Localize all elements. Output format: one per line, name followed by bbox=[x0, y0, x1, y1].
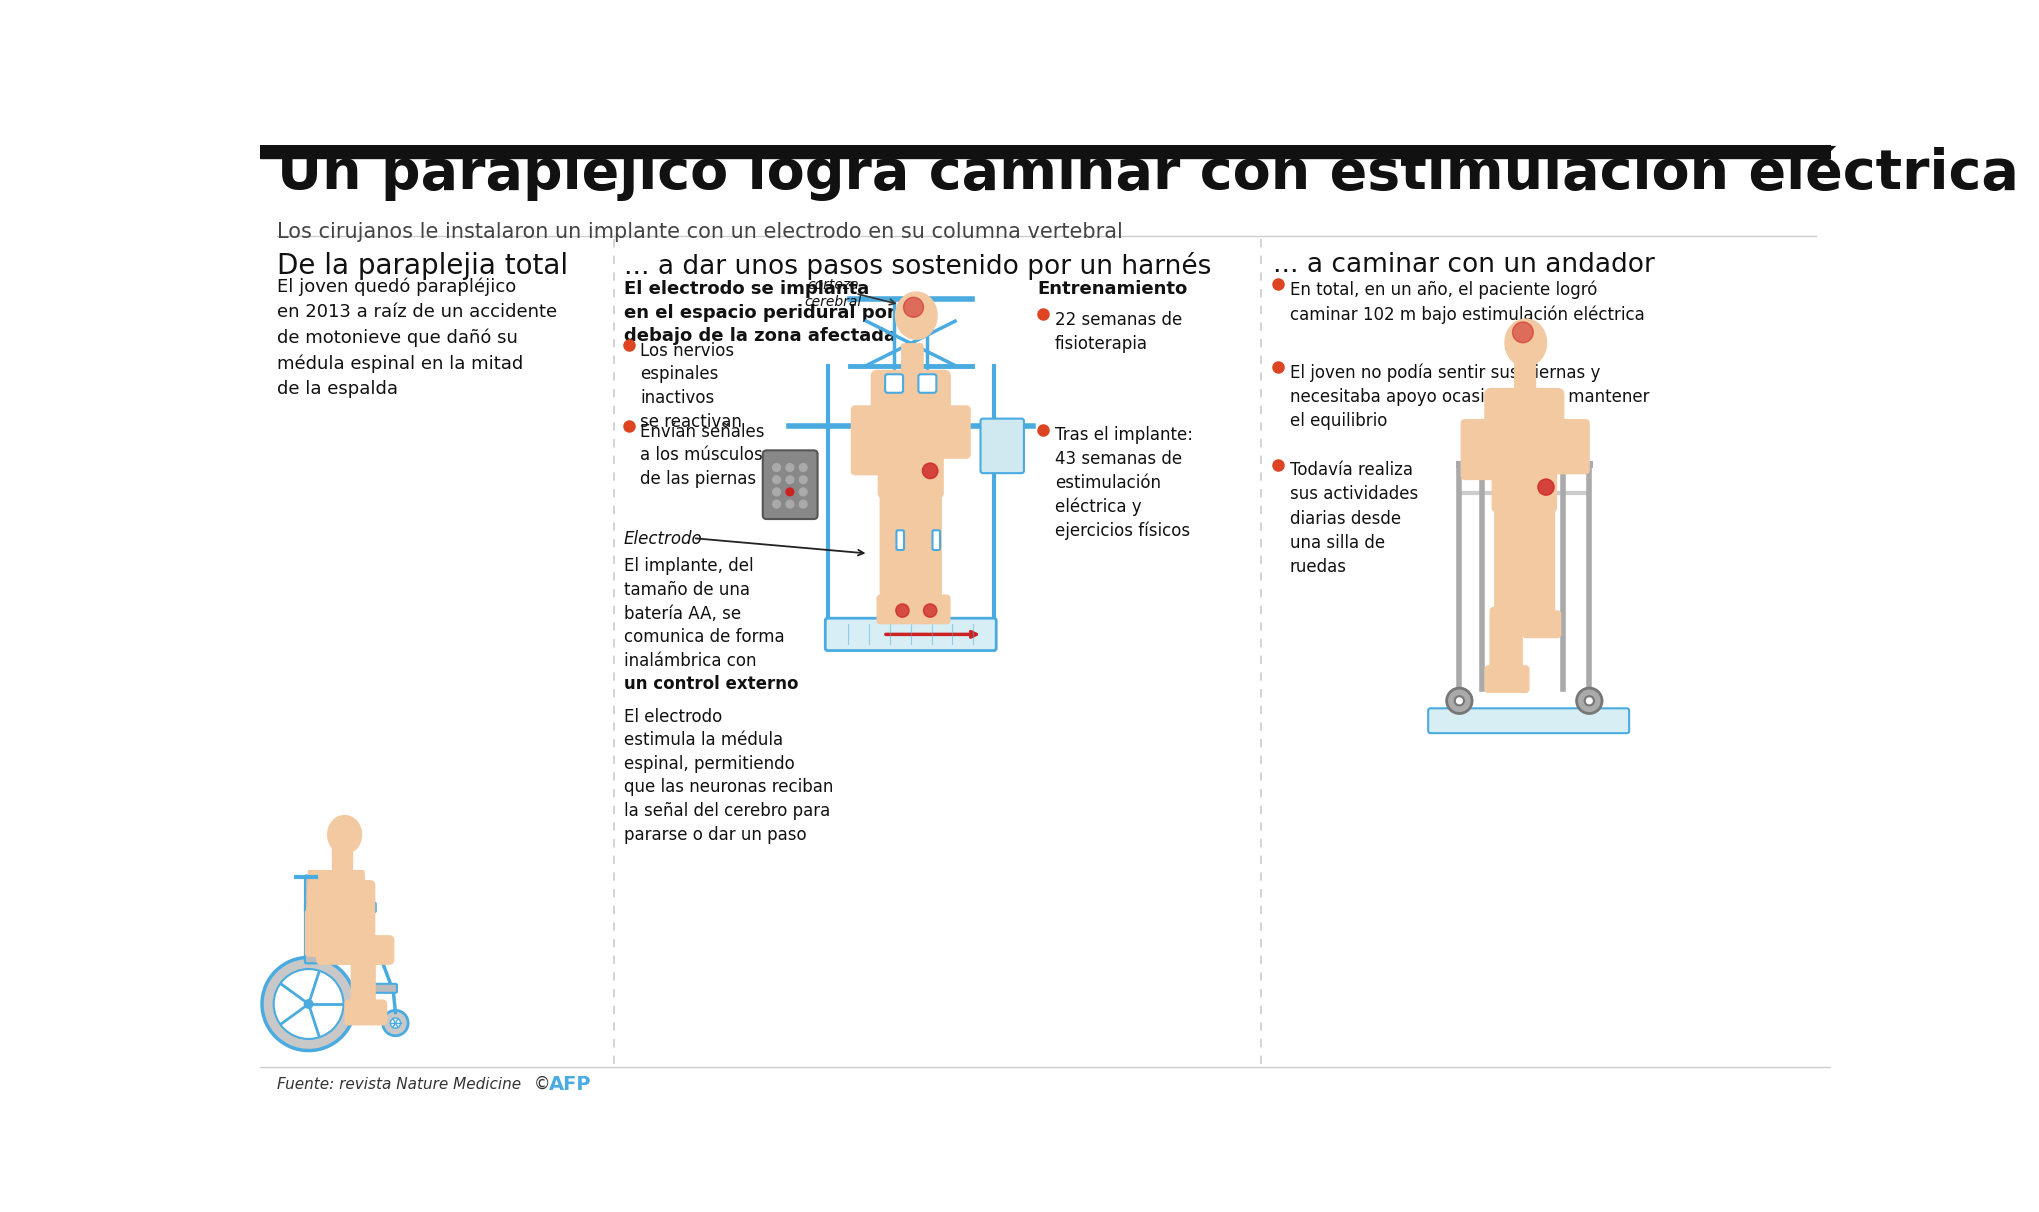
Circle shape bbox=[922, 463, 938, 479]
Text: 22 semanas de
fisioterapia: 22 semanas de fisioterapia bbox=[1054, 311, 1181, 353]
FancyBboxPatch shape bbox=[850, 406, 883, 475]
FancyBboxPatch shape bbox=[932, 531, 940, 550]
Text: El electrodo
estimula la médula
espinal, permitiendo
que las neuronas reciban
la: El electrodo estimula la médula espinal,… bbox=[624, 708, 832, 844]
FancyBboxPatch shape bbox=[1554, 419, 1588, 474]
FancyBboxPatch shape bbox=[763, 451, 818, 519]
Text: Los nervios
espinales
inactivos
se reactivan: Los nervios espinales inactivos se react… bbox=[640, 342, 742, 430]
Circle shape bbox=[383, 1011, 408, 1036]
Circle shape bbox=[1446, 688, 1472, 714]
FancyBboxPatch shape bbox=[885, 375, 903, 393]
Text: ... a caminar con un andador: ... a caminar con un andador bbox=[1272, 252, 1654, 278]
Polygon shape bbox=[306, 870, 367, 915]
FancyBboxPatch shape bbox=[1484, 389, 1564, 473]
FancyBboxPatch shape bbox=[304, 903, 375, 913]
Ellipse shape bbox=[1505, 319, 1546, 366]
FancyBboxPatch shape bbox=[918, 375, 936, 393]
Circle shape bbox=[389, 1018, 400, 1028]
Circle shape bbox=[799, 488, 807, 496]
Circle shape bbox=[895, 604, 909, 617]
Circle shape bbox=[799, 501, 807, 508]
FancyBboxPatch shape bbox=[1521, 611, 1560, 638]
Circle shape bbox=[799, 464, 807, 471]
Text: AFP: AFP bbox=[548, 1075, 591, 1093]
FancyBboxPatch shape bbox=[1493, 462, 1556, 511]
Circle shape bbox=[1454, 696, 1464, 705]
Text: ©: © bbox=[532, 1075, 551, 1093]
Text: Fuente: revista Nature Medicine: Fuente: revista Nature Medicine bbox=[277, 1077, 520, 1092]
FancyBboxPatch shape bbox=[316, 936, 394, 964]
FancyBboxPatch shape bbox=[332, 833, 353, 870]
FancyBboxPatch shape bbox=[895, 531, 903, 550]
FancyBboxPatch shape bbox=[909, 595, 950, 624]
Text: Tras el implante:
43 semanas de
estimulación
eléctrica y
ejercicios físicos: Tras el implante: 43 semanas de estimula… bbox=[1054, 427, 1193, 541]
Text: Todavía realiza
sus actividades
diarias desde
una silla de
ruedas: Todavía realiza sus actividades diarias … bbox=[1289, 461, 1417, 577]
FancyBboxPatch shape bbox=[871, 371, 950, 454]
FancyBboxPatch shape bbox=[1495, 503, 1525, 624]
Circle shape bbox=[785, 476, 793, 484]
Circle shape bbox=[785, 501, 793, 508]
FancyBboxPatch shape bbox=[826, 618, 995, 651]
Bar bbox=[259, 145, 1831, 158]
Circle shape bbox=[773, 501, 781, 508]
Text: Envían señales
a los músculos
de las piernas: Envían señales a los músculos de las pie… bbox=[640, 423, 765, 488]
Circle shape bbox=[1511, 322, 1533, 343]
FancyBboxPatch shape bbox=[1488, 607, 1521, 673]
FancyBboxPatch shape bbox=[345, 1000, 385, 1025]
FancyBboxPatch shape bbox=[938, 406, 971, 458]
Text: Los cirujanos le instalaron un implante con un electrodo en su columna vertebral: Los cirujanos le instalaron un implante … bbox=[277, 223, 1121, 242]
FancyBboxPatch shape bbox=[1523, 503, 1554, 616]
FancyBboxPatch shape bbox=[981, 418, 1024, 473]
FancyBboxPatch shape bbox=[877, 595, 913, 624]
FancyBboxPatch shape bbox=[1427, 708, 1629, 733]
Text: El implante, del
tamaño de una
batería AA, se
comunica de forma
inalámbrica con: El implante, del tamaño de una batería A… bbox=[624, 558, 783, 693]
Text: En total, en un año, el paciente logró
caminar 102 m bajo estimulación eléctrica: En total, en un año, el paciente logró c… bbox=[1289, 280, 1643, 324]
Text: El joven no podía sentir sus piernas y
necesitaba apoyo ocasional para mantener
: El joven no podía sentir sus piernas y n… bbox=[1289, 364, 1648, 430]
FancyBboxPatch shape bbox=[304, 953, 381, 964]
Ellipse shape bbox=[328, 816, 361, 853]
Text: corteza
cerebral: corteza cerebral bbox=[803, 279, 860, 309]
Circle shape bbox=[773, 488, 781, 496]
Circle shape bbox=[773, 476, 781, 484]
Circle shape bbox=[903, 297, 924, 318]
Circle shape bbox=[273, 970, 343, 1039]
Circle shape bbox=[359, 944, 377, 962]
Circle shape bbox=[1576, 688, 1601, 714]
FancyBboxPatch shape bbox=[1484, 665, 1527, 692]
Text: un control externo: un control externo bbox=[624, 675, 797, 693]
FancyBboxPatch shape bbox=[901, 344, 922, 382]
Text: El electrodo se implanta
en el espacio peridural por
debajo de la zona afectada: El electrodo se implanta en el espacio p… bbox=[624, 280, 895, 345]
Circle shape bbox=[1537, 479, 1554, 496]
Text: ... a dar unos pasos sostenido por un harnés: ... a dar unos pasos sostenido por un ha… bbox=[624, 252, 1211, 280]
Text: Electrodo: Electrodo bbox=[624, 531, 701, 549]
Circle shape bbox=[785, 464, 793, 471]
Circle shape bbox=[1584, 696, 1592, 705]
Ellipse shape bbox=[895, 292, 936, 339]
Circle shape bbox=[304, 1000, 312, 1008]
Text: El joven quedó parapléjico
en 2013 a raíz de un accidente
de motonieve que dañó : El joven quedó parapléjico en 2013 a raí… bbox=[277, 278, 557, 398]
Text: Entrenamiento: Entrenamiento bbox=[1038, 280, 1187, 298]
Circle shape bbox=[924, 604, 936, 617]
FancyBboxPatch shape bbox=[351, 881, 375, 945]
Text: Un parapléjico logra caminar con estimulación eléctrica: Un parapléjico logra caminar con estimul… bbox=[277, 145, 2019, 201]
Circle shape bbox=[799, 476, 807, 484]
FancyBboxPatch shape bbox=[373, 984, 398, 993]
FancyBboxPatch shape bbox=[306, 910, 371, 956]
Circle shape bbox=[261, 957, 355, 1051]
FancyBboxPatch shape bbox=[909, 490, 940, 602]
Circle shape bbox=[785, 488, 793, 496]
Text: De la paraplejia total: De la paraplejia total bbox=[277, 252, 569, 280]
FancyBboxPatch shape bbox=[304, 875, 318, 964]
FancyBboxPatch shape bbox=[351, 954, 375, 1012]
FancyBboxPatch shape bbox=[881, 490, 911, 607]
FancyBboxPatch shape bbox=[1460, 419, 1497, 480]
Circle shape bbox=[773, 464, 781, 471]
FancyBboxPatch shape bbox=[1515, 362, 1535, 398]
FancyBboxPatch shape bbox=[879, 444, 942, 498]
